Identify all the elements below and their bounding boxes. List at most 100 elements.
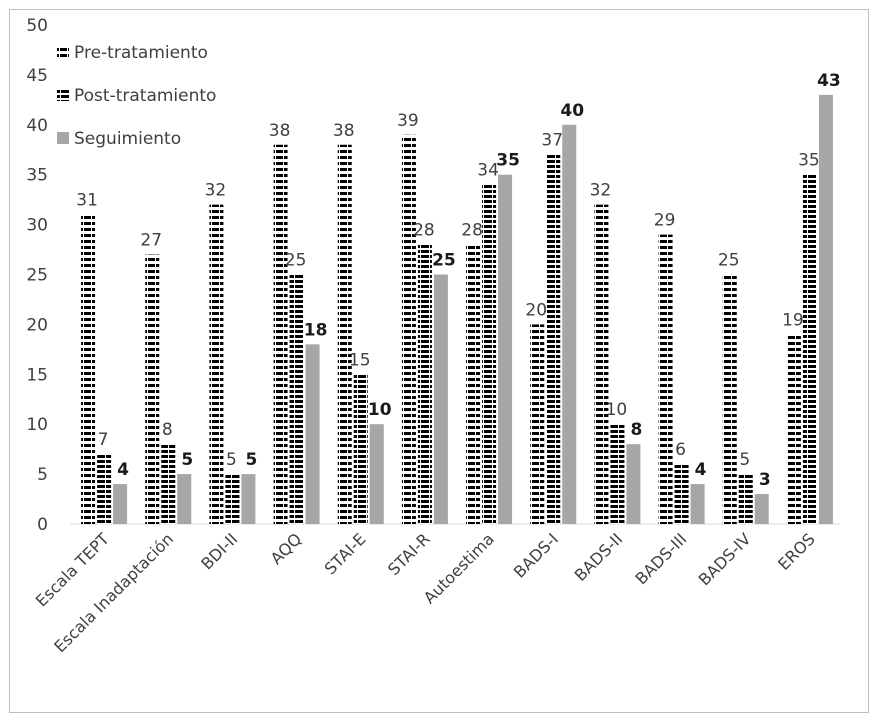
bar-seguimiento-escala-inadaptacion bbox=[177, 474, 192, 524]
bar-post-bads-i bbox=[546, 154, 561, 525]
data-label-post: 10 bbox=[606, 400, 628, 420]
category-label: EROS bbox=[774, 529, 819, 574]
data-label-pre: 29 bbox=[654, 211, 676, 231]
bar-seguimiento-stai-e bbox=[369, 424, 384, 524]
y-tick-label: 25 bbox=[26, 266, 48, 286]
data-label-pre: 27 bbox=[140, 231, 162, 251]
data-label-post: 15 bbox=[349, 350, 371, 370]
bar-seguimiento-aqq bbox=[305, 344, 320, 524]
legend: Pre-tratamiento Post-tratamiento Seguimien… bbox=[57, 43, 216, 149]
data-label-pre: 19 bbox=[782, 310, 804, 330]
category-label: BADS-IV bbox=[695, 529, 755, 589]
data-label-seguimiento: 4 bbox=[117, 460, 129, 480]
data-label-post: 5 bbox=[226, 450, 237, 470]
bar-post-autoestima bbox=[482, 184, 497, 524]
bar-seguimiento-bads-iv bbox=[754, 494, 769, 524]
data-label-post: 34 bbox=[477, 161, 499, 181]
y-tick-label: 45 bbox=[26, 66, 48, 86]
bar-post-bdi-ii bbox=[225, 474, 240, 524]
bar-post-eros bbox=[802, 174, 817, 524]
data-label-pre: 28 bbox=[461, 221, 483, 241]
legend-label-post: Post-tratamiento bbox=[74, 86, 216, 106]
data-label-pre: 25 bbox=[718, 251, 740, 271]
data-label-seguimiento: 4 bbox=[695, 460, 707, 480]
category-label: BADS-I bbox=[510, 529, 562, 581]
bar-pre-bads-iii bbox=[658, 234, 673, 524]
y-tick-label: 20 bbox=[26, 315, 48, 335]
category-label: AQQ bbox=[267, 529, 306, 568]
data-label-post: 25 bbox=[285, 251, 307, 271]
data-label-seguimiento: 8 bbox=[630, 420, 642, 440]
bar-pre-eros bbox=[786, 334, 801, 524]
bar-seguimiento-bads-i bbox=[562, 124, 577, 525]
data-label-post: 7 bbox=[98, 430, 109, 450]
bar-seguimiento-escala-tept bbox=[113, 484, 128, 524]
data-label-pre: 20 bbox=[525, 300, 547, 320]
data-label-seguimiento: 3 bbox=[759, 470, 771, 490]
data-label-pre: 39 bbox=[397, 111, 419, 131]
category-label: STAI-E bbox=[321, 529, 370, 578]
data-label-seguimiento: 10 bbox=[368, 400, 392, 420]
legend-label-pre: Pre-tratamiento bbox=[74, 43, 208, 63]
bar-pre-stai-r bbox=[401, 134, 416, 524]
data-label-seguimiento: 43 bbox=[817, 71, 841, 91]
legend-swatch-post bbox=[57, 89, 69, 101]
bar-post-bads-iii bbox=[674, 464, 689, 524]
data-label-seguimiento: 25 bbox=[432, 251, 456, 271]
y-tick-label: 40 bbox=[26, 116, 48, 136]
bar-post-escala-tept bbox=[97, 454, 112, 524]
data-label-post: 37 bbox=[541, 131, 563, 151]
data-label-post: 5 bbox=[739, 450, 750, 470]
data-label-post: 8 bbox=[162, 420, 173, 440]
bar-post-bads-ii bbox=[610, 424, 625, 524]
bar-pre-bads-iv bbox=[722, 274, 737, 524]
y-tick-label: 0 bbox=[37, 515, 48, 535]
bar-post-stai-r bbox=[417, 244, 432, 524]
legend-label-seguimiento: Seguimiento bbox=[74, 129, 181, 149]
bar-seguimiento-stai-r bbox=[433, 274, 448, 524]
data-label-seguimiento: 35 bbox=[496, 151, 520, 171]
bar-pre-aqq bbox=[273, 144, 288, 524]
data-label-pre: 32 bbox=[205, 181, 227, 201]
bar-pre-escala-tept bbox=[81, 214, 96, 524]
bar-seguimiento-bdi-ii bbox=[241, 474, 256, 524]
y-axis-tick-labels: 0 5 10 15 20 25 30 35 40 45 50 bbox=[26, 16, 48, 535]
bar-pre-bdi-ii bbox=[209, 204, 224, 524]
data-label-pre: 38 bbox=[269, 121, 291, 141]
bar-pre-stai-e bbox=[337, 144, 352, 524]
y-tick-label: 5 bbox=[37, 465, 48, 485]
bar-pre-escala-inadaptacion bbox=[145, 254, 160, 525]
bar-pre-autoestima bbox=[466, 244, 481, 524]
y-tick-label: 10 bbox=[26, 415, 48, 435]
data-label-post: 6 bbox=[675, 440, 686, 460]
bar-pre-bads-ii bbox=[594, 204, 609, 524]
category-label: STAI-R bbox=[384, 529, 434, 579]
data-label-post: 35 bbox=[798, 151, 820, 171]
bar-seguimiento-eros bbox=[818, 94, 833, 525]
bar-post-escala-inadaptacion bbox=[161, 444, 176, 524]
bar-post-stai-e bbox=[353, 374, 368, 524]
bar-post-bads-iv bbox=[738, 474, 753, 524]
data-label-seguimiento: 40 bbox=[560, 101, 584, 121]
data-label-pre: 31 bbox=[76, 191, 98, 211]
y-tick-label: 15 bbox=[26, 365, 48, 385]
data-label-pre: 38 bbox=[333, 121, 355, 141]
bar-post-aqq bbox=[289, 274, 304, 524]
y-tick-label: 30 bbox=[26, 216, 48, 236]
category-label: BDI-II bbox=[197, 529, 241, 573]
bars bbox=[81, 94, 833, 525]
data-label-post: 28 bbox=[413, 221, 435, 241]
y-tick-label: 50 bbox=[26, 16, 48, 36]
data-label-seguimiento: 18 bbox=[304, 320, 328, 340]
bar-seguimiento-bads-ii bbox=[626, 444, 641, 524]
category-label: Escala Inadaptación bbox=[50, 529, 177, 656]
category-label: BADS-II bbox=[571, 529, 627, 585]
legend-swatch-pre bbox=[57, 46, 69, 58]
bar-pre-bads-i bbox=[530, 324, 545, 524]
y-tick-label: 35 bbox=[26, 166, 48, 186]
category-label: BADS-III bbox=[631, 529, 690, 588]
data-label-seguimiento: 5 bbox=[245, 450, 257, 470]
